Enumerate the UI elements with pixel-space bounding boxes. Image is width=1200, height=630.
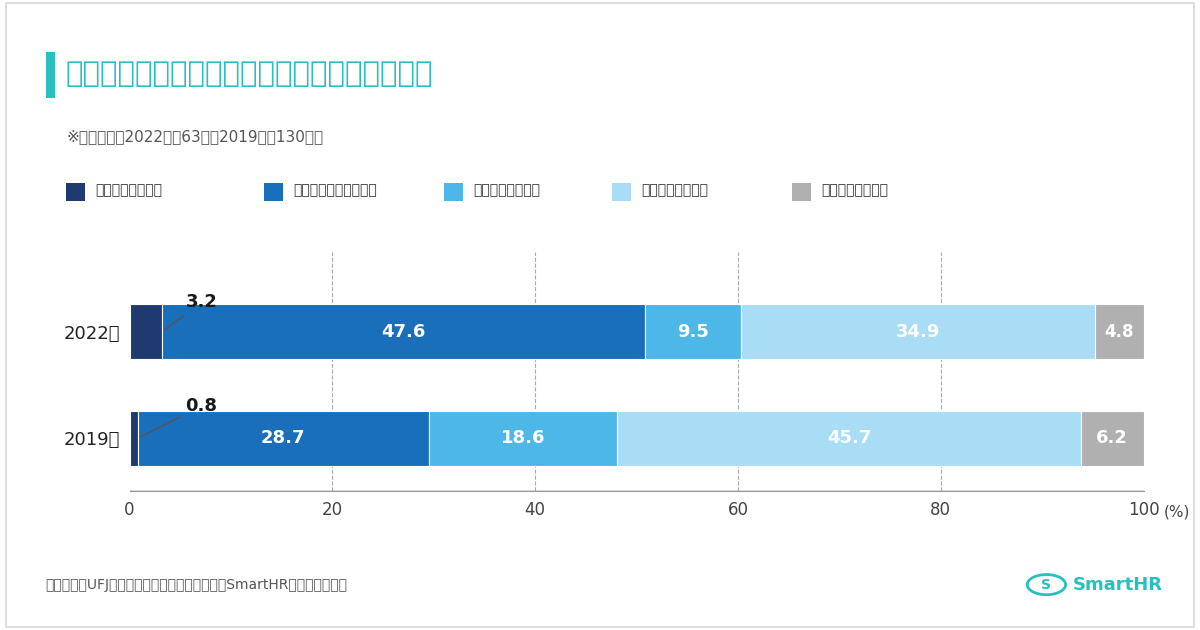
Text: 47.6: 47.6 xyxy=(382,323,426,341)
Bar xyxy=(428,411,617,466)
Text: ほぼ全領域で実施: ほぼ全領域で実施 xyxy=(95,183,162,197)
Bar xyxy=(138,411,428,466)
Text: 出所：三菱UFJリサーチ＆コンサルティングとSmartHRによる共同調査: 出所：三菱UFJリサーチ＆コンサルティングとSmartHRによる共同調査 xyxy=(46,578,348,592)
Bar xyxy=(130,304,162,360)
Text: 28.7: 28.7 xyxy=(260,429,306,447)
Bar xyxy=(1081,411,1144,466)
Text: 特定の領域でのみ実施: 特定の領域でのみ実施 xyxy=(293,183,377,197)
Text: 6.2: 6.2 xyxy=(1097,429,1128,447)
Bar xyxy=(644,304,742,360)
Text: 検討の予定もない: 検討の予定もない xyxy=(821,183,888,197)
Text: 0.8: 0.8 xyxy=(140,398,217,437)
Text: 45.7: 45.7 xyxy=(827,429,871,447)
Text: 実施に向け準備中: 実施に向け準備中 xyxy=(473,183,540,197)
Bar xyxy=(617,411,1081,466)
Text: 9.5: 9.5 xyxy=(677,323,709,341)
Bar xyxy=(162,304,644,360)
Text: 3.2: 3.2 xyxy=(164,293,217,330)
Text: ※回答企業（2022年：63社、2019年：130社）: ※回答企業（2022年：63社、2019年：130社） xyxy=(66,129,323,144)
Text: 検討中、検討予定: 検討中、検討予定 xyxy=(641,183,708,197)
Text: 18.6: 18.6 xyxy=(500,429,545,447)
Text: 34.9: 34.9 xyxy=(895,323,940,341)
Text: SmartHR: SmartHR xyxy=(1073,576,1163,593)
Bar xyxy=(130,411,138,466)
Bar xyxy=(1094,304,1144,360)
Bar xyxy=(742,304,1094,360)
Text: S: S xyxy=(1042,578,1051,592)
Text: 回答企業の人事業務の自動化の検討・実施状況: 回答企業の人事業務の自動化の検討・実施状況 xyxy=(66,60,433,88)
Text: 4.8: 4.8 xyxy=(1104,323,1134,341)
Text: (%): (%) xyxy=(1164,504,1190,519)
